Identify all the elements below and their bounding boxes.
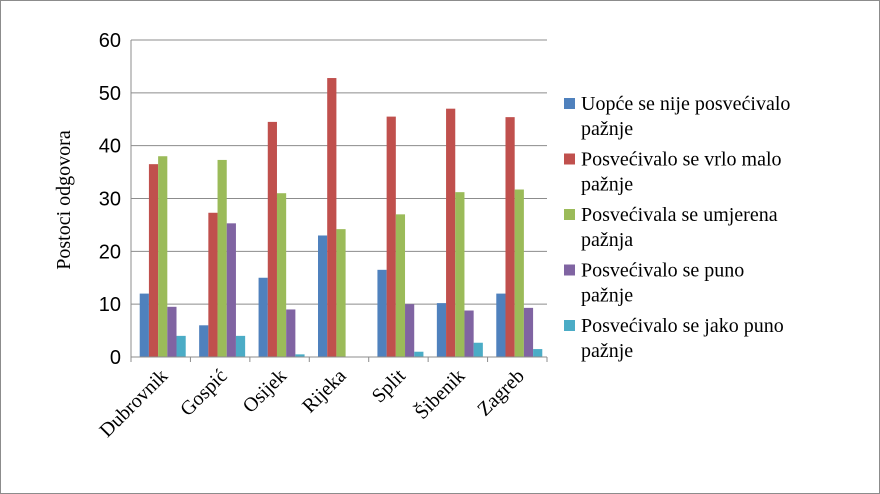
bar-zagreb-series-1 — [496, 293, 506, 357]
bar-gospić-series-4 — [226, 223, 236, 357]
bar-zagreb-series-4 — [523, 307, 534, 357]
bar-split-series-3 — [395, 214, 406, 357]
bar-šibenik-series-5 — [473, 342, 483, 357]
x-tick-label: Šibenik — [409, 364, 469, 424]
legend-label: Posvećivala se umjerena — [581, 204, 778, 226]
legend-label: pažnje — [581, 340, 633, 362]
bar-gospić-series-5 — [235, 335, 246, 357]
bar-osijek-series-5 — [295, 354, 305, 357]
bar-split-series-5 — [414, 351, 424, 357]
bar-osijek-series-4 — [286, 309, 296, 357]
bar-zagreb-series-2 — [505, 117, 515, 358]
x-tick-label: Rijeka — [298, 365, 351, 418]
legend-label: Posvećivalo se puno — [581, 260, 744, 282]
bar-split-series-1 — [377, 269, 387, 357]
bars — [139, 78, 543, 358]
bar-dubrovnik-series-3 — [158, 156, 168, 357]
bar-rijeka-series-2 — [327, 78, 337, 357]
x-tick-label: Gospić — [176, 365, 232, 421]
legend-label: Posvećivalo se jako puno — [581, 315, 784, 337]
legend-label: Posvećivalo se vrlo malo — [581, 149, 782, 171]
x-tick-label: Dubrovnik — [95, 365, 172, 442]
bar-dubrovnik-series-5 — [176, 335, 186, 357]
y-tick-label: 0 — [110, 347, 121, 369]
bar-osijek-series-3 — [276, 193, 287, 357]
gridlines — [131, 39, 547, 305]
legend-swatch — [564, 320, 575, 331]
y-tick-label: 50 — [99, 83, 121, 105]
legend-swatch — [564, 153, 575, 165]
x-tick-label: Split — [368, 365, 411, 408]
y-axis-title: Postoci odgovora — [53, 130, 75, 270]
bar-šibenik-series-3 — [455, 192, 465, 357]
y-tick-label: 60 — [99, 30, 121, 52]
bar-šibenik-series-1 — [436, 303, 447, 357]
x-tick-label: Zagreb — [473, 365, 529, 421]
bar-split-series-2 — [386, 116, 396, 357]
legend-label: Uopće se nije posvećivalo — [581, 93, 790, 115]
legend-label: pažnje — [581, 285, 633, 307]
x-tick-label: Osijek — [239, 365, 291, 417]
legend-label: pažnje — [581, 174, 633, 196]
bar-rijeka-series-3 — [336, 229, 346, 357]
bar-šibenik-series-2 — [446, 108, 456, 357]
bar-dubrovnik-series-2 — [148, 164, 159, 357]
bar-zagreb-series-5 — [533, 349, 543, 357]
bar-split-series-4 — [405, 304, 415, 357]
bar-šibenik-series-4 — [464, 310, 474, 357]
bar-osijek-series-1 — [258, 277, 268, 357]
y-tick-label: 30 — [99, 189, 121, 211]
bar-rijeka-series-1 — [318, 235, 328, 357]
legend-swatch — [564, 264, 575, 276]
y-tick-label: 10 — [99, 294, 121, 316]
bar-dubrovnik-series-1 — [139, 293, 149, 357]
bar-zagreb-series-3 — [514, 189, 524, 357]
bar-gospić-series-2 — [208, 212, 218, 357]
legend-swatch — [564, 209, 575, 220]
legend-label: pažnje — [581, 118, 633, 140]
bar-dubrovnik-series-4 — [167, 306, 177, 357]
legend: Uopće se nije posvećivalo pažnje Posvećiva… — [564, 93, 790, 362]
bar-gospić-series-3 — [217, 159, 227, 357]
legend-label: pažnja — [581, 229, 633, 251]
y-tick-label: 40 — [99, 136, 121, 158]
y-tick-label: 20 — [99, 241, 121, 263]
bar-osijek-series-2 — [267, 121, 277, 358]
bar-gospić-series-1 — [199, 325, 209, 357]
legend-swatch — [564, 98, 575, 109]
